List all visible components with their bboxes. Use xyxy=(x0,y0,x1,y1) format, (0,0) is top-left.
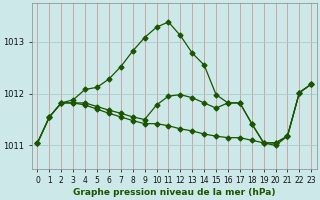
X-axis label: Graphe pression niveau de la mer (hPa): Graphe pression niveau de la mer (hPa) xyxy=(73,188,276,197)
